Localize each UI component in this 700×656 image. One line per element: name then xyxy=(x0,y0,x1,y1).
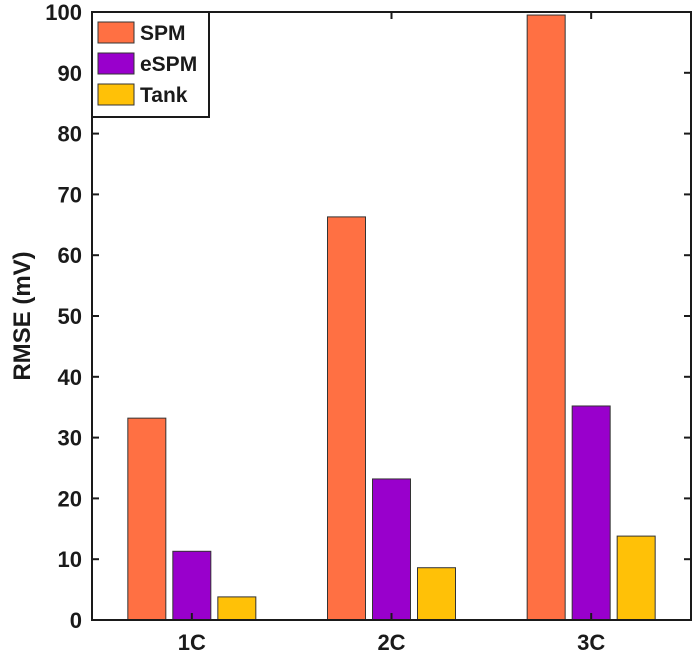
y-tick-label: 0 xyxy=(70,608,82,633)
bar-spm-1c xyxy=(127,417,167,621)
x-tick-label: 1C xyxy=(178,630,206,655)
y-tick-label: 80 xyxy=(58,122,82,147)
x-axis: 1C 2C 3C xyxy=(178,12,605,655)
y-tick-label: 90 xyxy=(58,61,82,86)
legend-swatch-tank xyxy=(97,83,135,106)
y-axis-label: RMSE (mV) xyxy=(9,251,36,380)
bar-spm-2c xyxy=(327,216,366,621)
bars-layer xyxy=(127,14,656,621)
x-tick-label: 3C xyxy=(577,630,605,655)
legend-swatch-spm xyxy=(97,21,135,44)
bar-tank-2c xyxy=(417,567,456,621)
y-tick-label: 40 xyxy=(58,365,82,390)
bar-espm-3c xyxy=(571,405,611,621)
legend-label-espm: eSPM xyxy=(140,53,197,76)
y-tick-label: 100 xyxy=(45,0,82,25)
y-axis: 0 10 20 30 40 50 60 70 80 90 100 xyxy=(45,0,691,633)
bar-tank-3c xyxy=(616,535,656,621)
bar-espm-1c xyxy=(172,550,212,621)
bar-espm-2c xyxy=(372,478,411,621)
y-tick-label: 60 xyxy=(58,243,82,268)
y-tick-label: 70 xyxy=(58,182,82,207)
bar-spm-3c xyxy=(526,14,566,621)
legend: SPM eSPM Tank xyxy=(91,11,210,118)
bar-tank-1c xyxy=(217,596,257,621)
y-tick-label: 20 xyxy=(58,486,82,511)
y-tick-label: 30 xyxy=(58,426,82,451)
legend-label-spm: SPM xyxy=(140,22,186,45)
x-tick-label: 2C xyxy=(377,630,405,655)
y-tick-label: 10 xyxy=(58,547,82,572)
legend-label-tank: Tank xyxy=(140,84,188,107)
legend-swatch-espm xyxy=(97,52,135,75)
y-tick-label: 50 xyxy=(58,304,82,329)
